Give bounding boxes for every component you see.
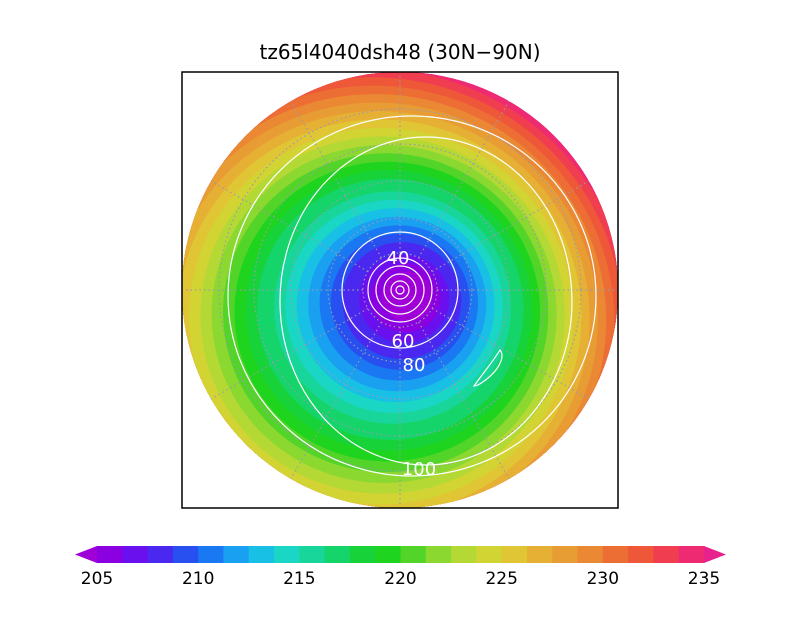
meridian-line <box>418 100 510 259</box>
colorbar-swatch <box>577 546 604 563</box>
colorbar-swatch <box>451 546 477 563</box>
colorbar-swatch <box>147 546 174 563</box>
colorbar <box>75 546 726 563</box>
meridian-line <box>290 321 382 480</box>
colorbar-swatch <box>653 546 680 563</box>
latitude-circle <box>290 180 510 400</box>
contour-label: 60 <box>392 331 415 352</box>
colorbar-swatch <box>122 546 149 563</box>
colorbar-tick-label: 205 <box>81 569 113 589</box>
colorbar-tick-label: 220 <box>384 569 416 589</box>
map-plot: 40 60 80 100 <box>182 72 618 508</box>
meridian-line <box>290 100 382 259</box>
contour-line <box>367 257 433 323</box>
contour-line <box>375 265 425 315</box>
meridian-line <box>431 308 590 400</box>
colorbar-tick-label: 225 <box>485 569 517 589</box>
contour-closed-loop <box>472 348 503 387</box>
contour-line <box>279 136 573 466</box>
colorbar-swatch <box>400 546 427 563</box>
meridian-line <box>210 308 369 400</box>
contour-label: 40 <box>387 248 410 269</box>
colorbar-swatch <box>223 546 250 563</box>
colorbar-swatch <box>552 546 579 563</box>
meridian-line <box>418 321 510 480</box>
latitude-circle <box>218 108 582 472</box>
colorbar-swatch <box>476 546 503 563</box>
contour-line <box>227 115 597 477</box>
colorbar-tick-label: 215 <box>283 569 315 589</box>
colorbar-swatch <box>198 546 225 563</box>
colorbar-swatch <box>602 546 629 563</box>
plot-title: tz65l4040dsh48 (30N−90N) <box>259 40 540 64</box>
meridian-line <box>431 180 590 272</box>
colorbar-swatch <box>172 546 199 563</box>
contour-line <box>383 273 417 307</box>
colorbar-swatch <box>248 546 275 563</box>
colorbar-swatch <box>299 546 326 563</box>
colorbar-tick-labels: 205 210 215 220 225 230 235 <box>81 569 720 589</box>
colorbar-tick-label: 235 <box>688 569 720 589</box>
latitude-circle <box>327 217 473 363</box>
colorbar-tick-label: 210 <box>182 569 214 589</box>
meridian-line <box>210 180 369 272</box>
colorbar-swatch <box>628 546 655 563</box>
contour-label: 100 <box>402 459 436 480</box>
graticule <box>182 72 618 508</box>
colorbar-swatch <box>425 546 452 563</box>
temperature-fill <box>182 72 618 508</box>
colorbar-swatch <box>274 546 300 563</box>
colorbar-swatch <box>97 546 123 563</box>
colorbar-swatch <box>678 546 705 563</box>
colorbar-upper-arrow <box>704 546 726 563</box>
contour-line <box>390 280 410 300</box>
height-contours <box>227 115 597 477</box>
contour-line <box>395 285 405 295</box>
colorbar-swatch <box>324 546 351 563</box>
contour-labels: 40 60 80 100 <box>387 248 437 480</box>
colorbar-swatch <box>526 546 553 563</box>
colorbar-swatch <box>501 546 528 563</box>
contour-line <box>341 231 459 349</box>
contour-label: 80 <box>403 355 426 376</box>
colorbar-lower-arrow <box>75 546 97 563</box>
map-frame <box>181 71 619 509</box>
colorbar-swatch <box>375 546 402 563</box>
colorbar-swatch <box>349 546 376 563</box>
colorbar-tick-label: 230 <box>587 569 619 589</box>
